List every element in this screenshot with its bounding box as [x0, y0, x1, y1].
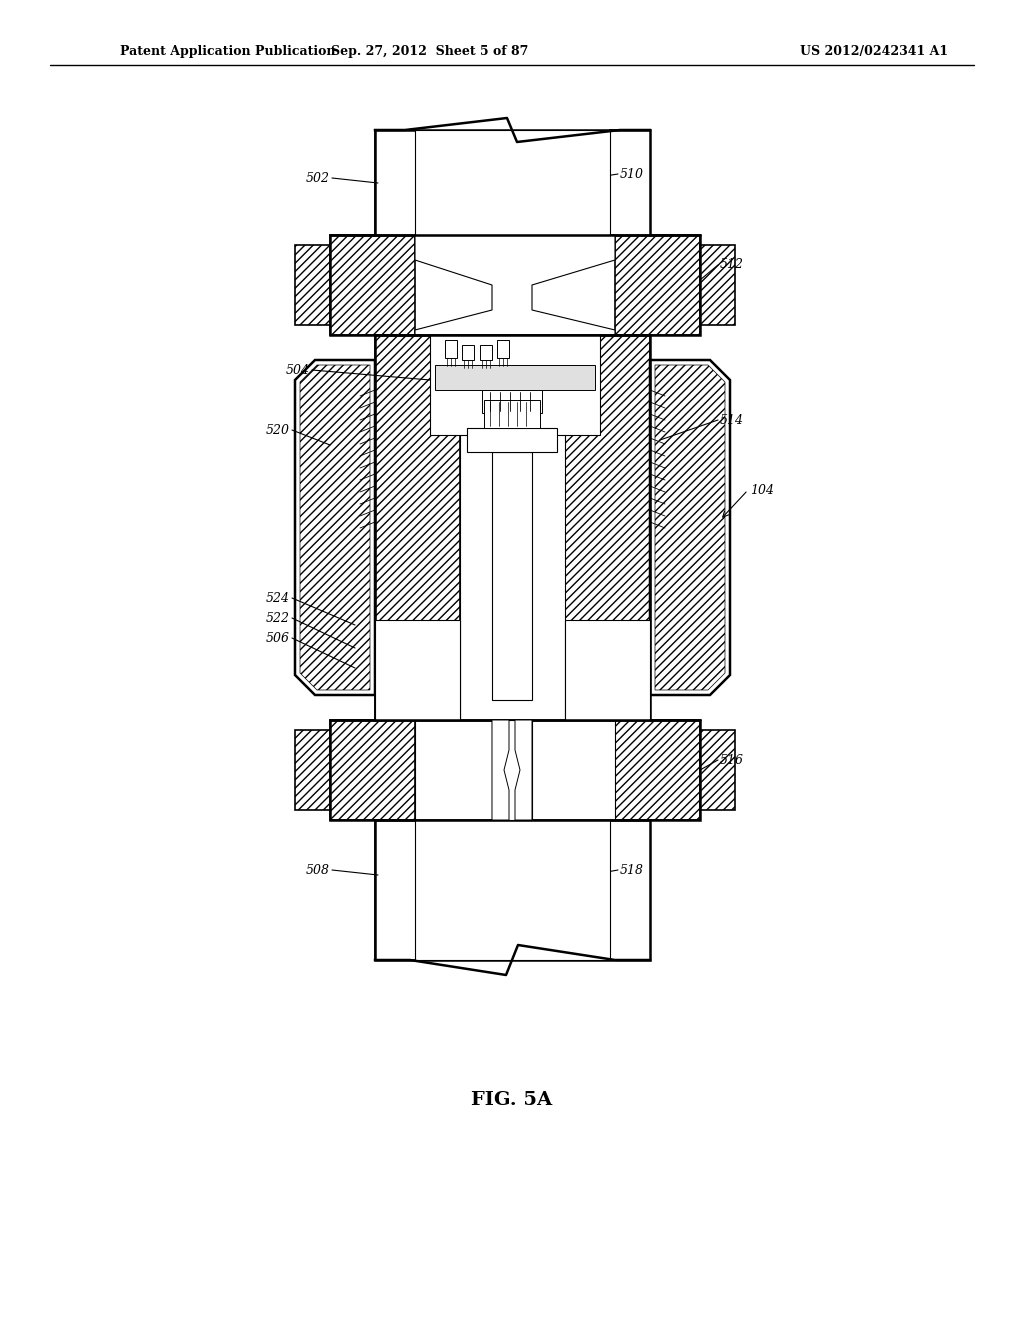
- Polygon shape: [515, 719, 532, 820]
- Bar: [435, 366, 595, 389]
- Text: 504: 504: [286, 363, 310, 376]
- Bar: [375, 820, 650, 960]
- Bar: [295, 246, 330, 325]
- Bar: [375, 335, 650, 719]
- Polygon shape: [415, 235, 615, 335]
- Bar: [330, 235, 700, 335]
- Bar: [610, 129, 650, 235]
- Text: FIG. 5A: FIG. 5A: [471, 1092, 553, 1109]
- Bar: [565, 335, 650, 719]
- Bar: [467, 428, 557, 451]
- Bar: [375, 820, 415, 960]
- Bar: [330, 235, 415, 335]
- Bar: [375, 335, 460, 719]
- Bar: [700, 246, 735, 325]
- Text: 518: 518: [620, 863, 644, 876]
- Bar: [430, 335, 600, 436]
- Bar: [700, 730, 735, 810]
- Text: 520: 520: [266, 424, 290, 437]
- Bar: [484, 400, 540, 428]
- Bar: [375, 660, 460, 680]
- Bar: [330, 719, 415, 820]
- Bar: [482, 389, 542, 413]
- Bar: [615, 235, 700, 335]
- Text: 506: 506: [266, 631, 290, 644]
- Polygon shape: [300, 366, 370, 690]
- Text: 510: 510: [620, 168, 644, 181]
- Bar: [330, 719, 700, 820]
- Bar: [565, 620, 650, 719]
- Polygon shape: [650, 360, 730, 696]
- Text: 512: 512: [720, 259, 744, 272]
- Bar: [610, 820, 650, 960]
- Bar: [580, 640, 650, 660]
- Text: 104: 104: [750, 483, 774, 496]
- Text: 508: 508: [306, 863, 330, 876]
- Bar: [565, 620, 650, 640]
- Bar: [415, 820, 610, 960]
- Bar: [462, 345, 474, 360]
- Bar: [492, 719, 532, 820]
- Bar: [492, 451, 532, 700]
- Text: Sep. 27, 2012  Sheet 5 of 87: Sep. 27, 2012 Sheet 5 of 87: [332, 45, 528, 58]
- Polygon shape: [492, 719, 509, 820]
- Bar: [565, 660, 650, 680]
- Bar: [415, 719, 615, 820]
- Bar: [375, 680, 460, 719]
- Bar: [445, 341, 457, 358]
- Text: 522: 522: [266, 611, 290, 624]
- Text: US 2012/0242341 A1: US 2012/0242341 A1: [800, 45, 948, 58]
- Polygon shape: [295, 360, 375, 696]
- Bar: [375, 129, 650, 235]
- Bar: [295, 730, 330, 810]
- Bar: [460, 335, 565, 719]
- Text: 514: 514: [720, 413, 744, 426]
- Bar: [415, 129, 610, 235]
- Bar: [375, 640, 445, 660]
- Bar: [497, 341, 509, 358]
- Text: Patent Application Publication: Patent Application Publication: [120, 45, 336, 58]
- Bar: [615, 719, 700, 820]
- Text: 516: 516: [720, 754, 744, 767]
- Text: 524: 524: [266, 591, 290, 605]
- Bar: [565, 680, 650, 719]
- Text: 502: 502: [306, 172, 330, 185]
- Bar: [480, 345, 492, 360]
- Bar: [375, 129, 415, 235]
- Polygon shape: [655, 366, 725, 690]
- Bar: [375, 620, 460, 719]
- Bar: [375, 620, 460, 640]
